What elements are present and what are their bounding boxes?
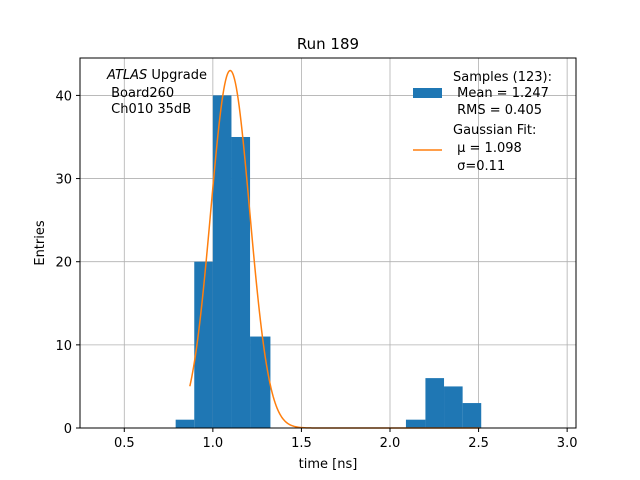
legend-fit-sigma: σ=0.11 bbox=[453, 159, 505, 174]
legend-samples-title: Samples (123): bbox=[453, 70, 552, 85]
legend-fit-title: Gaussian Fit: bbox=[453, 123, 536, 138]
x-tick-label-3: 2.0 bbox=[380, 436, 401, 451]
annotation-line-2: Board260 bbox=[107, 86, 174, 101]
atlas-annotation: ATLAS Upgrade Board260 Ch010 35dB bbox=[106, 68, 207, 117]
x-axis-label: time [ns] bbox=[299, 457, 358, 472]
x-tick-label-1: 1.0 bbox=[203, 436, 224, 451]
annotation-line-3: Ch010 35dB bbox=[107, 102, 191, 117]
histogram-bar-3 bbox=[231, 136, 251, 428]
legend-fit-mu: μ = 1.098 bbox=[453, 141, 522, 156]
upgrade-label: Upgrade bbox=[147, 68, 207, 83]
histogram-bar-1 bbox=[194, 261, 213, 428]
x-tick-label-2: 1.5 bbox=[291, 436, 312, 451]
legend-samples-rms: RMS = 0.405 bbox=[453, 103, 542, 118]
x-axis: 0.5 1.0 1.5 2.0 2.5 3.0 bbox=[114, 428, 578, 451]
y-tick-label-4: 40 bbox=[55, 89, 72, 104]
histogram-bar-8 bbox=[444, 386, 463, 428]
legend-samples-mean: Mean = 1.247 bbox=[453, 86, 549, 101]
y-tick-label-0: 0 bbox=[64, 422, 72, 437]
x-tick-label-5: 3.0 bbox=[557, 436, 578, 451]
atlas-label: ATLAS bbox=[106, 68, 147, 83]
histogram-bar-7 bbox=[425, 378, 445, 428]
histogram-bar-0 bbox=[175, 419, 195, 428]
legend: Samples (123): Mean = 1.247 RMS = 0.405 … bbox=[413, 70, 552, 174]
x-tick-label-4: 2.5 bbox=[468, 436, 489, 451]
histogram-bar-6 bbox=[405, 419, 426, 428]
y-tick-label-3: 30 bbox=[55, 173, 72, 188]
plot-frame bbox=[79, 57, 577, 429]
chart-title: Run 189 bbox=[297, 35, 359, 53]
histogram-bar-2 bbox=[212, 95, 232, 428]
annotation-line-1: ATLAS Upgrade bbox=[106, 68, 207, 83]
y-axis-label: Entries bbox=[33, 220, 48, 266]
y-axis: 0 10 20 30 40 bbox=[55, 89, 80, 437]
y-tick-label-1: 10 bbox=[55, 339, 72, 354]
histogram-bars bbox=[175, 95, 482, 428]
y-tick-label-2: 20 bbox=[55, 256, 72, 271]
legend-samples-patch bbox=[413, 88, 442, 98]
x-tick-label-0: 0.5 bbox=[114, 436, 135, 451]
histogram-bar-9 bbox=[462, 403, 482, 428]
histogram-bar-4 bbox=[250, 336, 271, 428]
